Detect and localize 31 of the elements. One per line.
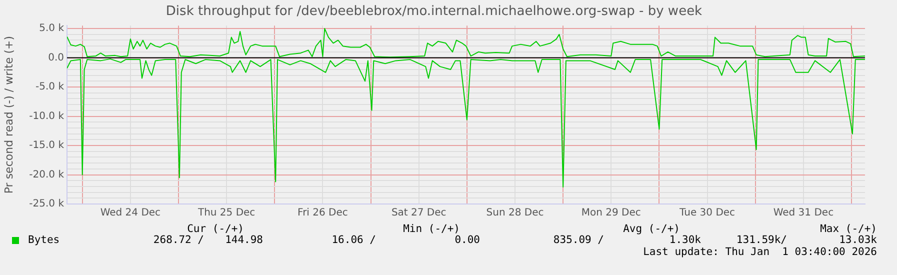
y-tick-label: -20.0 k [29,169,64,180]
text: Min (-/+) [403,223,460,235]
y-tick-label: -15.0 k [29,140,64,152]
x-tick-label: Tue 30 Dec [678,208,736,219]
text: 268.72 / [153,234,204,246]
y-axis-title: Pr second read (-) / write (+) [2,36,16,194]
text: 144.98 [225,234,263,246]
y-tick-label: -10.0 k [29,110,64,122]
text: Cur (-/+) [187,223,244,235]
y-tick-label: -25.0 k [29,198,64,210]
x-tick-label: Sat 27 Dec [391,208,446,219]
text: 835.09 / [553,234,604,246]
x-tick-label: Thu 25 Dec [196,208,256,219]
x-tick-label: Wed 31 Dec [773,208,834,219]
chart-title: Disk throughput for /dev/beeblebrox/mo.internal.michaelhowe.org-swap - by week [166,4,703,20]
x-tick-label: Fri 26 Dec [298,208,348,219]
y-tick-label: 5.0 k [39,23,64,34]
text: Last update: Thu Jan 1 03:40:00 2026 [643,246,877,258]
legend-label: Bytes [28,234,60,246]
text: 1.30k [669,234,701,246]
y-tick-label: -5.0 k [36,82,64,93]
text: 16.06 / [332,234,376,246]
text: 131.59k/ [736,234,787,246]
x-tick-label: Sun 28 Dec [486,208,544,219]
x-tick-label: Wed 24 Dec [100,208,161,219]
text: Max (-/+) [820,223,877,235]
text: Avg (-/+) [623,223,680,235]
text: 13.03k [839,234,877,246]
text: 0.00 [454,234,480,246]
x-tick-label: Mon 29 Dec [581,208,641,219]
y-tick-label: 0.0 [48,52,64,64]
